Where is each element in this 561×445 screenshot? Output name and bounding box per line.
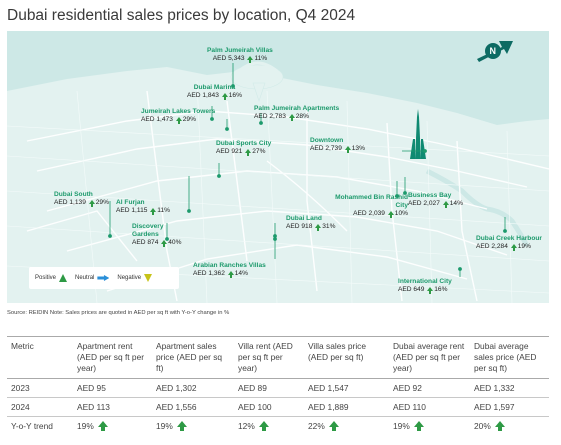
location-al-furjan: Al Furjan AED 1,115 11% [116, 199, 170, 215]
location-dubai-land: Dubai Land AED 918 31% [286, 215, 336, 231]
up-arrow-icon [88, 200, 95, 207]
table-cell: AED 1,332 [470, 378, 549, 398]
table-row: Y-o-Y trend 19% 19% 12% 22% 19% 20% [7, 417, 549, 436]
table-row: 2023 AED 95 AED 1,302 AED 89 AED 1,547 A… [7, 378, 549, 398]
up-arrow-icon [344, 146, 351, 153]
table-cell: AED 92 [389, 378, 470, 398]
page-title: Dubai residential sales prices by locati… [7, 7, 356, 24]
table-header: Apartment sales price (AED per sq ft) [152, 338, 234, 379]
table-cell: 12% [234, 417, 304, 436]
negative-arrow-icon [144, 274, 153, 282]
table-header: Villa rent (AED per sq ft per year) [234, 338, 304, 379]
location-business-bay: Business Bay AED 2,027 14% [408, 192, 463, 208]
metrics-table: Metric Apartment rent (AED per sq ft per… [7, 338, 549, 436]
table-cell: 19% [152, 417, 234, 436]
location-discovery-gardens: Discovery Gardens AED 874 40% [132, 223, 182, 247]
table-cell: 19% [389, 417, 470, 436]
up-arrow-icon [315, 224, 322, 231]
location-jumeirah-lakes-towers: Jumeirah Lakes Towers AED 1,473 29% [141, 108, 216, 124]
table-cell: 20% [470, 417, 549, 436]
table-cell: AED 100 [234, 397, 304, 417]
location-dubai-sports-city: Dubai Sports City AED 921 27% [216, 140, 272, 156]
table-cell: AED 110 [389, 397, 470, 417]
up-arrow-icon [258, 421, 269, 432]
location-palm-jumeirah-apartments: Palm Jumeirah Apartments AED 2,783 28% [254, 105, 340, 121]
up-arrow-icon [288, 114, 295, 121]
location-mohammed-bin-rashid-city: Mohammed Bin Rashid City AED 2,039 10% [335, 194, 408, 218]
up-arrow-icon [427, 287, 434, 294]
up-arrow-icon [97, 421, 108, 432]
table-header-row: Metric Apartment rent (AED per sq ft per… [7, 338, 549, 379]
up-arrow-icon [221, 93, 228, 100]
legend-positive: Positive [35, 274, 68, 282]
palm-island [230, 61, 284, 102]
neutral-arrow-icon [97, 275, 110, 281]
table-cell: Y-o-Y trend [11, 421, 53, 432]
table-header: Metric [7, 338, 73, 379]
up-arrow-icon [245, 149, 252, 156]
map: N Palm Jumeirah Villas AED 5,343 11% Dub… [7, 31, 549, 303]
location-palm-jumeirah-villas: Palm Jumeirah Villas AED 5,343 11% [207, 47, 273, 63]
location-arabian-ranches-villas: Arabian Ranches Villas AED 1,362 14% [193, 262, 266, 278]
legend-neutral: Neutral [75, 275, 110, 281]
legend-negative: Negative [117, 274, 153, 282]
location-downtown: Downtown AED 2,739 13% [310, 137, 365, 153]
location-dubai-south: Dubai South AED 1,139 29% [54, 191, 109, 207]
location-dubai-creek-harbour: Dubai Creek Harbour AED 2,284 19% [476, 235, 542, 251]
table-cell: AED 89 [234, 378, 304, 398]
up-arrow-icon [328, 421, 339, 432]
map-background: N [7, 31, 549, 303]
table-cell: AED 95 [73, 378, 152, 398]
table-cell: 19% [73, 417, 152, 436]
north-arrow-icon: N [477, 41, 513, 62]
land [7, 67, 549, 303]
up-arrow-icon [150, 208, 157, 215]
table-cell: 2024 [7, 397, 73, 417]
table-header: Dubai average rent (AED per sq ft per ye… [389, 338, 470, 379]
up-arrow-icon [161, 240, 168, 247]
table-cell: AED 113 [73, 397, 152, 417]
location-name: Palm Jumeirah Villas [207, 47, 273, 54]
location-dubai-marina: Dubai Marina AED 1,843 16% [187, 84, 242, 100]
svg-text:N: N [490, 46, 497, 56]
table-row: 2024 AED 113 AED 1,556 AED 100 AED 1,889… [7, 397, 549, 417]
table-cell: AED 1,889 [304, 397, 389, 417]
up-arrow-icon [247, 56, 254, 63]
up-arrow-icon [175, 117, 182, 124]
table-header: Dubai average sales price (AED per sq ft… [470, 338, 549, 379]
up-arrow-icon [387, 211, 394, 218]
location-pins [108, 63, 507, 277]
up-arrow-icon [442, 201, 449, 208]
table-cell: AED 1,547 [304, 378, 389, 398]
up-arrow-icon [176, 421, 187, 432]
table-header: Apartment rent (AED per sq ft per year) [73, 338, 152, 379]
map-legend: Positive Neutral Negative [29, 267, 179, 289]
table-header: Villa sales price (AED per sq ft) [304, 338, 389, 379]
positive-arrow-icon [59, 274, 68, 282]
table-cell: 2023 [7, 378, 73, 398]
up-arrow-icon [227, 271, 234, 278]
location-international-city: International City AED 649 16% [398, 278, 452, 294]
up-arrow-icon [510, 244, 517, 251]
table-cell: AED 1,302 [152, 378, 234, 398]
source-note: Source: REIDIN Note: Sales prices are qu… [7, 310, 230, 316]
table-cell: AED 1,597 [470, 397, 549, 417]
up-arrow-icon [413, 421, 424, 432]
table-cell: 22% [304, 417, 389, 436]
burj-khalifa-icon [410, 109, 426, 159]
minor-roads [7, 80, 549, 303]
up-arrow-icon [494, 421, 505, 432]
table-top-rule [7, 336, 549, 337]
table-cell: AED 1,556 [152, 397, 234, 417]
